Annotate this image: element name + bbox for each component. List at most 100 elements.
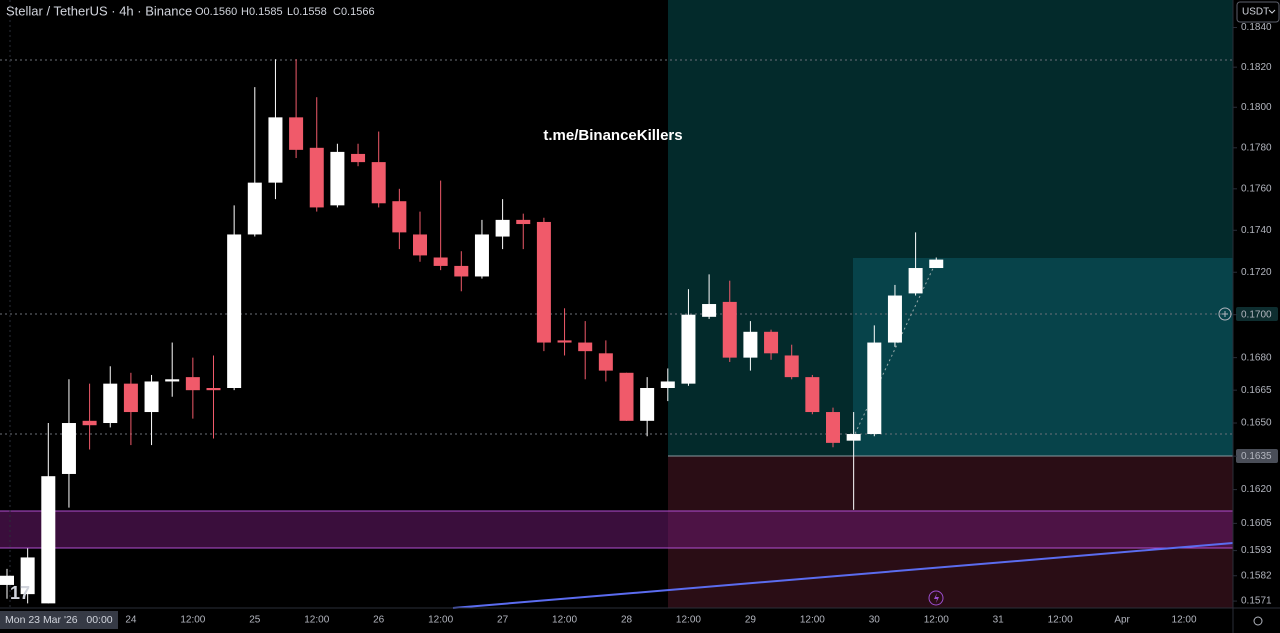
- y-tick-label: 0.1720: [1241, 267, 1272, 278]
- y-tick-label: 0.1635: [1241, 451, 1272, 462]
- candle-body: [887, 295, 902, 343]
- x-tick-label: 12:00: [1172, 615, 1197, 626]
- candle-body: [227, 234, 242, 389]
- candle-body: [722, 301, 737, 358]
- x-tick-label: 31: [993, 615, 1005, 626]
- currency-label[interactable]: USDT: [1242, 7, 1269, 18]
- candle-body: [929, 259, 944, 269]
- y-tick-label: 0.1740: [1241, 225, 1272, 236]
- candle-body: [41, 476, 56, 604]
- candle-body: [289, 117, 304, 150]
- y-tick-label: 0.1665: [1241, 385, 1272, 396]
- candle-body: [433, 257, 448, 266]
- settings-icon[interactable]: [1253, 616, 1263, 626]
- candle-body: [908, 268, 923, 294]
- price-highlight: [1236, 307, 1278, 321]
- candle-body: [846, 434, 861, 441]
- trend-line: [452, 542, 1234, 609]
- candle-body: [536, 221, 551, 343]
- y-tick-label: 0.1780: [1241, 142, 1272, 153]
- event-icon[interactable]: [928, 590, 944, 606]
- y-tick-label: 0.1760: [1241, 183, 1272, 194]
- x-tick-label: 12:00: [800, 615, 825, 626]
- x-tick-label: 12:00: [180, 615, 205, 626]
- candle-body: [247, 182, 262, 235]
- candle-body: [743, 331, 758, 358]
- crosshair-x-box: [0, 611, 118, 629]
- candle-body: [103, 383, 118, 424]
- candle-body: [702, 304, 717, 317]
- y-tick-label: 0.1593: [1241, 545, 1272, 556]
- candle-body: [351, 153, 366, 163]
- candle-body: [619, 372, 634, 421]
- chart-title: Stellar / TetherUS · 4h · Binance: [6, 3, 192, 18]
- candle-body: [268, 117, 283, 183]
- y-tick-label: 0.1840: [1241, 22, 1272, 33]
- candle-body: [598, 353, 613, 371]
- candle-body: [826, 412, 840, 443]
- watermark: t.me/BinanceKillers: [543, 127, 682, 144]
- candle-body: [206, 388, 221, 391]
- candle-body: [578, 342, 593, 352]
- candle-body: [660, 381, 675, 389]
- logo: 17: [10, 583, 30, 603]
- x-tick-label: Apr: [1114, 615, 1130, 626]
- ticks: 0.1840 0.1820 0.1800 0.1780 0.1760 0.1740 0.17…: [125, 22, 1272, 625]
- candle-body: [309, 147, 324, 208]
- x-tick-label: 28: [621, 615, 633, 626]
- currency-button[interactable]: [1236, 1, 1280, 23]
- y-tick-label: 0.1650: [1241, 418, 1272, 429]
- candle-body: [61, 423, 76, 474]
- x-tick-label: 27: [497, 615, 509, 626]
- x-tick-label: 24: [125, 615, 137, 626]
- y-tick-label: 0.1605: [1241, 518, 1272, 529]
- candle-body: [144, 381, 159, 413]
- ohlc-value: H0.1585: [241, 6, 283, 18]
- x-tick-label: 12:00: [1048, 615, 1073, 626]
- zone-band: [0, 511, 1233, 548]
- x-tick-label: 25: [249, 615, 261, 626]
- candle-body: [413, 234, 427, 256]
- candle-body: [454, 265, 469, 277]
- candle-body: [557, 340, 572, 343]
- ohlc-value: O0.1560: [195, 6, 237, 18]
- x-tick-label: 12:00: [924, 615, 949, 626]
- candles: [0, 59, 944, 604]
- dropdown-arrow[interactable]: [1268, 9, 1276, 14]
- y-tick-label: 0.1571: [1241, 596, 1272, 607]
- candle-body: [185, 377, 200, 391]
- candle-body: [123, 383, 138, 413]
- candle-body: [474, 234, 489, 277]
- x-tick-label: 26: [373, 615, 385, 626]
- ohlc-value: L0.1558: [287, 6, 327, 18]
- x-tick-label: 29: [745, 615, 757, 626]
- y-tick-label: 0.1680: [1241, 352, 1272, 363]
- candle-body: [495, 219, 510, 237]
- crosshair-x-label: Mon 23 Mar '26 00:00: [5, 614, 113, 626]
- y-tick-label: 0.1820: [1241, 62, 1272, 73]
- candle-body: [0, 575, 14, 585]
- candle-body: [784, 355, 799, 378]
- x-tick-label: 12:00: [552, 615, 577, 626]
- candle-body: [82, 420, 97, 426]
- y-tick-label: 0.1800: [1241, 102, 1272, 113]
- x-tick-label: 30: [869, 615, 881, 626]
- plus-icon[interactable]: [1222, 311, 1228, 317]
- candle-body: [805, 377, 820, 413]
- x-tick-label: 12:00: [304, 615, 329, 626]
- candle-body: [681, 314, 696, 384]
- y-tick-label: 0.1700: [1241, 309, 1272, 320]
- candle-body: [330, 151, 345, 206]
- candle-body: [371, 162, 386, 204]
- ohlc-legend: O0.1560 H0.1585 L0.1558 C0.1566: [195, 6, 375, 18]
- x-tick-label: 12:00: [676, 615, 701, 626]
- candle-body: [516, 219, 531, 225]
- plus-icon[interactable]: [1218, 307, 1232, 321]
- candle-body: [392, 201, 407, 233]
- event-icon[interactable]: [934, 593, 939, 603]
- candle-body: [764, 331, 779, 354]
- x-tick-label: 12:00: [428, 615, 453, 626]
- y-tick-label: 0.1620: [1241, 484, 1272, 495]
